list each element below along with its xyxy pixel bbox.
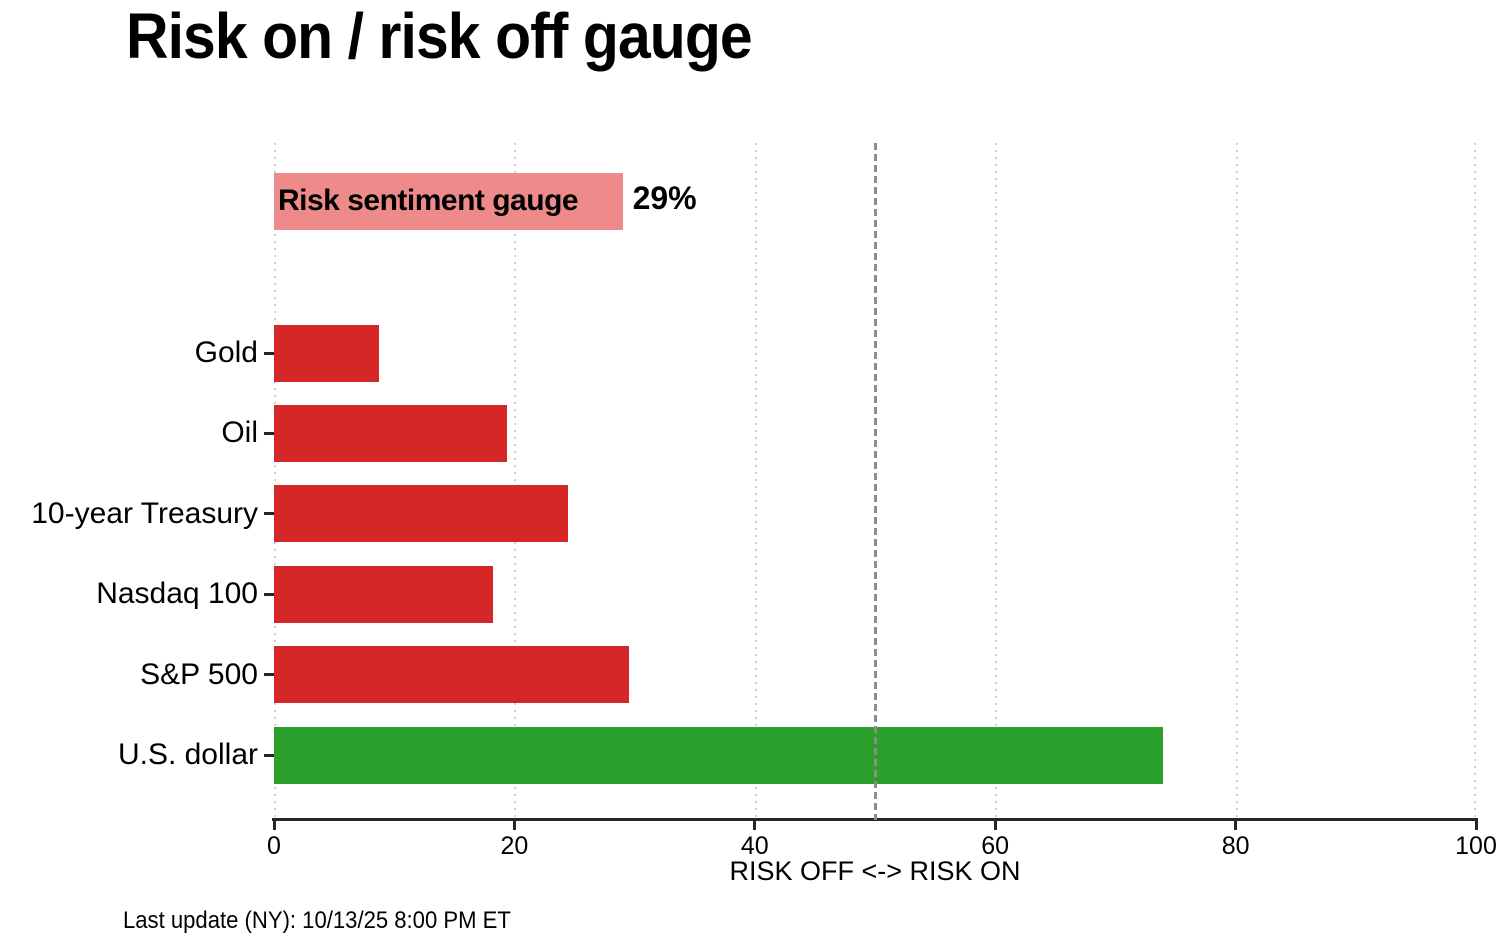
x-tick-label-100: 100 [1455, 832, 1497, 860]
x-tick-label-20: 20 [500, 832, 529, 860]
x-tick-label-80: 80 [1221, 832, 1250, 860]
y-tick-gold [264, 351, 274, 355]
reference-line-50 [873, 143, 877, 820]
bar-gold [274, 324, 379, 382]
gridline-100 [1474, 143, 1476, 820]
x-tick-20 [512, 821, 516, 830]
bar-oil [274, 404, 508, 462]
x-tick-label-40: 40 [740, 832, 769, 860]
x-tick-80 [1234, 821, 1238, 830]
category-label-10-year-treasury: 10-year Treasury [31, 496, 258, 530]
category-label-oil: Oil [221, 416, 258, 450]
bar-10-year-treasury [274, 485, 569, 543]
gauge-bar: Risk sentiment gauge [274, 172, 623, 230]
category-label-nasdaq-100: Nasdaq 100 [96, 577, 258, 611]
bar-s-p-500 [274, 646, 629, 704]
x-tick-label-0: 0 [267, 832, 281, 860]
x-tick-100 [1474, 821, 1478, 830]
category-label-u-s-dollar: U.S. dollar [117, 738, 258, 771]
gridline-40 [754, 143, 757, 820]
x-tick-40 [753, 821, 757, 830]
plot-area: Risk sentiment gauge 29% [274, 143, 1476, 820]
bar-nasdaq-100 [274, 565, 493, 623]
bar-u-s-dollar [274, 726, 1164, 784]
y-tick-s-p-500 [264, 673, 274, 677]
x-tick-60 [993, 821, 997, 830]
category-label-s-p-500: S&P 500 [140, 657, 258, 691]
gridline-80 [1235, 143, 1238, 820]
chart-title: Risk on / risk off gauge [126, 0, 753, 72]
x-tick-label-60: 60 [981, 832, 1010, 860]
y-tick-nasdaq-100 [264, 592, 274, 596]
gridline-20 [514, 143, 517, 820]
category-label-gold: Gold [194, 336, 258, 369]
x-axis-label: RISK OFF <-> RISK ON [729, 856, 1021, 886]
gauge-value-label: 29% [632, 180, 697, 216]
last-update-note: Last update (NY): 10/13/25 8:00 PM ET [123, 907, 511, 934]
gridline-60 [995, 143, 998, 820]
y-tick-10-year-treasury [264, 512, 274, 516]
y-tick-oil [264, 431, 274, 435]
y-tick-u-s-dollar [264, 753, 274, 757]
gridline-0 [274, 143, 276, 820]
x-tick-0 [272, 821, 276, 830]
gauge-bar-label: Risk sentiment gauge [278, 184, 579, 217]
